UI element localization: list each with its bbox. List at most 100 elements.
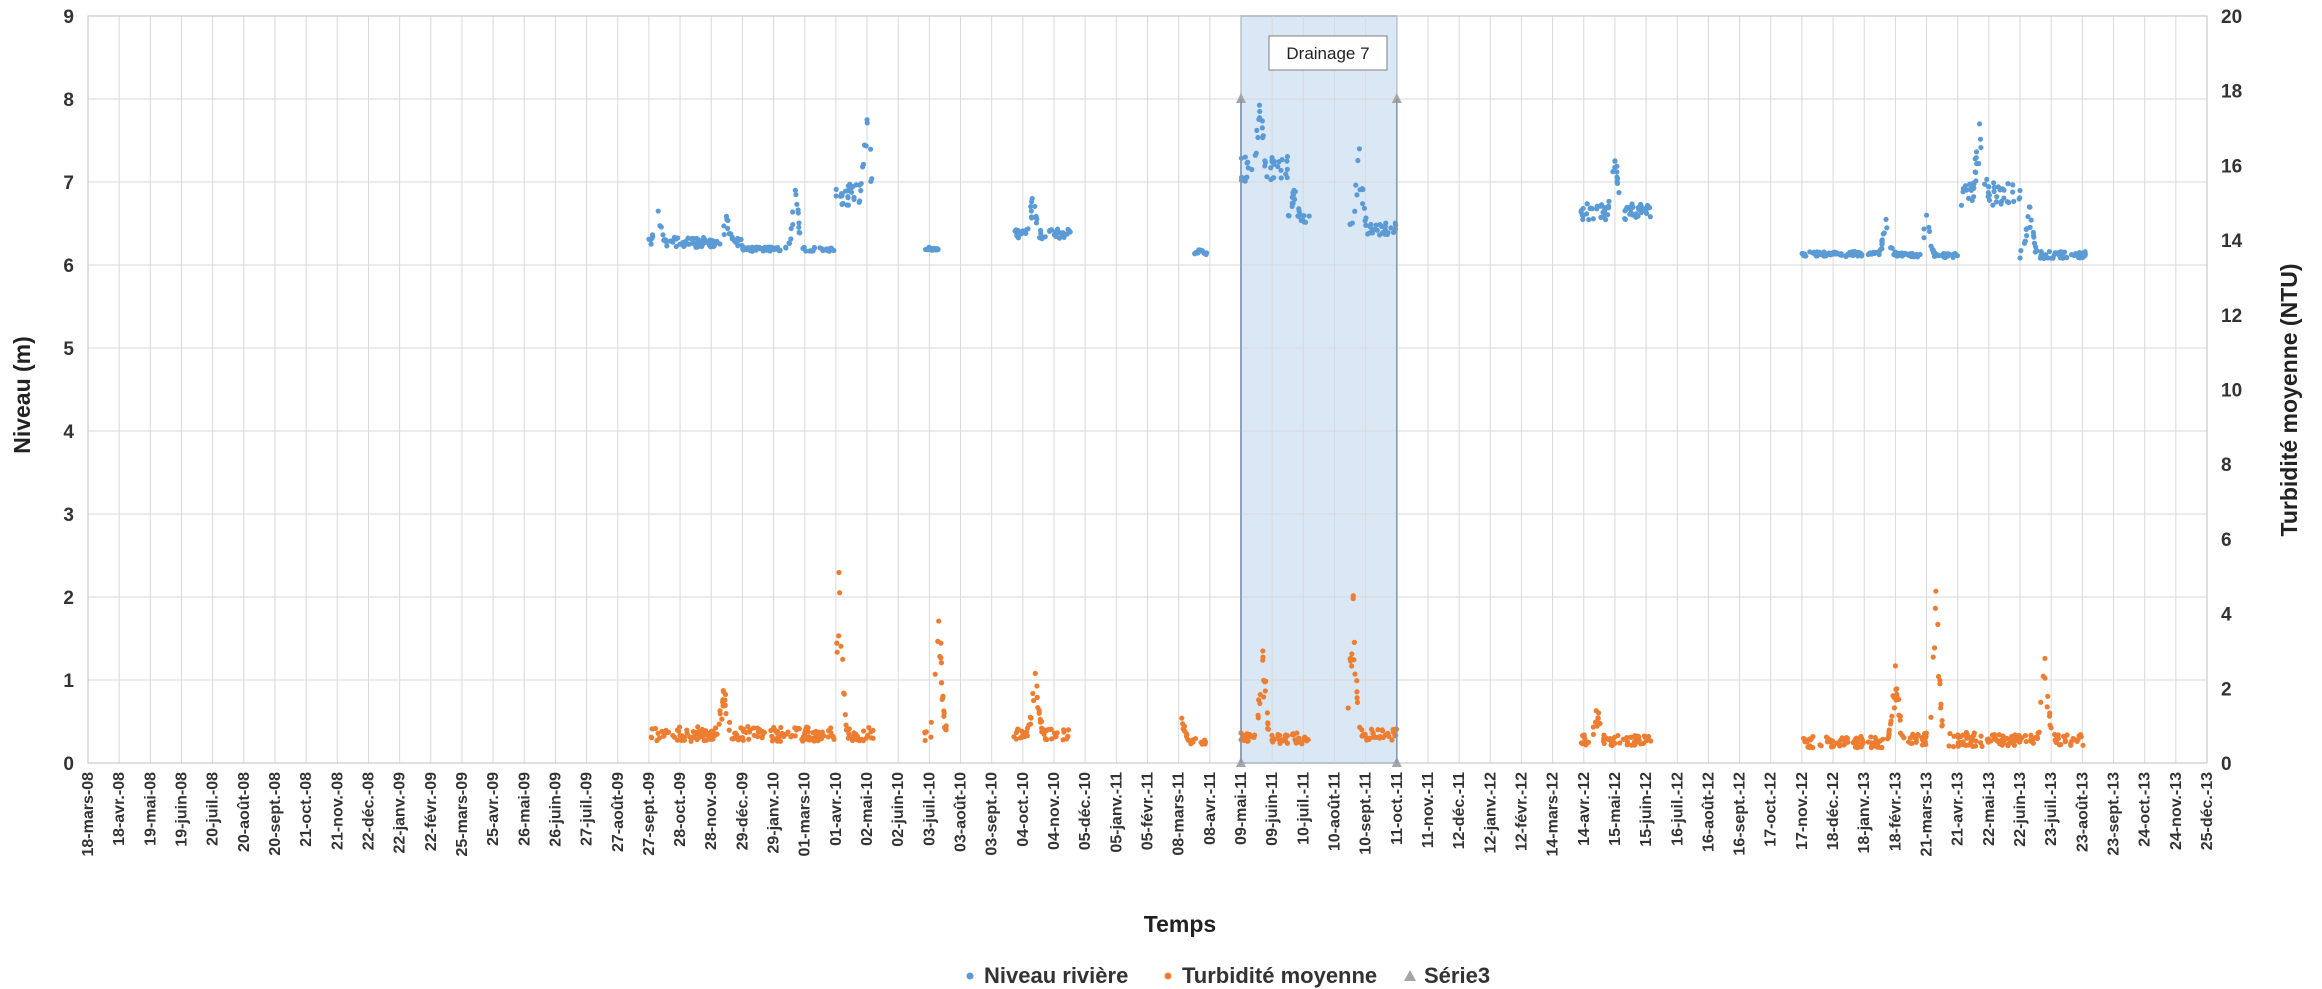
niveau-point (1033, 220, 1040, 226)
x-tick-label: 14-avr.-12 (1576, 772, 1593, 846)
niveau-point (1606, 198, 1612, 204)
niveau-point (1014, 229, 1020, 235)
y-left-tick-label: 9 (63, 7, 74, 28)
niveau-point (1353, 182, 1359, 188)
niveau-point (1064, 231, 1070, 237)
turbidite-point (1604, 736, 1610, 742)
turbidite-point (1823, 734, 1830, 740)
x-tick-label: 20-août-08 (236, 772, 253, 852)
turbidite-point (1180, 726, 1186, 732)
niveau-point (1580, 216, 1586, 223)
niveau-point (1801, 252, 1807, 258)
turbidite-point (1295, 735, 1302, 741)
turbidite-point (2012, 738, 2018, 744)
x-tick-label: 18-déc.-12 (1825, 772, 1842, 850)
x-tick-label: 22-mai-13 (1981, 772, 1998, 846)
turbidite-point (938, 640, 944, 646)
turbidite-point (1854, 736, 1860, 743)
turbidite-point (838, 643, 844, 649)
turbidite-point (777, 738, 784, 744)
turbidite-point (870, 727, 876, 733)
x-tick-label: 18-mars-08 (80, 772, 97, 857)
turbidite-point (696, 734, 702, 741)
turbidite-point (810, 729, 816, 736)
niveau-point (1347, 221, 1353, 228)
niveau-point (2010, 189, 2016, 195)
niveau-point (1986, 197, 1993, 203)
niveau-point (1876, 251, 1882, 258)
x-tick-label: 24-nov.-13 (2168, 772, 2185, 850)
niveau-point (788, 225, 794, 232)
turbidite-point (936, 618, 942, 624)
turbidite-point (1897, 713, 1904, 719)
turbidite-point (1354, 699, 1361, 705)
niveau-point (793, 191, 799, 198)
niveau-point (926, 245, 932, 251)
niveau-point (1828, 251, 1834, 258)
turbidite-point (1923, 741, 1929, 748)
niveau-point (1605, 203, 1612, 209)
niveau-point (1965, 195, 1972, 201)
x-tick-label: 16-sept.-12 (1732, 772, 1749, 856)
niveau-point (1629, 201, 1635, 207)
legend-marker-turbidite (1164, 972, 1172, 980)
niveau-point (2077, 255, 2083, 261)
niveau-point (1284, 154, 1291, 160)
turbidite-point (1879, 744, 1885, 751)
x-tick-label: 23-sept.-13 (2106, 772, 2123, 856)
niveau-point (2032, 249, 2038, 255)
niveau-point (1284, 166, 1290, 172)
niveau-point (1584, 201, 1590, 207)
turbidite-point (1643, 734, 1650, 740)
turbidite-point (776, 734, 782, 740)
turbidite-point (1034, 683, 1040, 689)
turbidite-point (751, 732, 757, 738)
turbidite-point (938, 655, 944, 661)
niveau-point (2023, 226, 2029, 232)
turbidite-point (768, 727, 774, 734)
turbidite-point (1913, 739, 1919, 745)
niveau-point (1879, 237, 1885, 243)
niveau-point (786, 240, 792, 246)
turbidite-point (688, 738, 694, 744)
turbidite-point (799, 736, 805, 742)
turbidite-point (1037, 716, 1043, 722)
x-tick-label: 12-janv.-12 (1482, 772, 1499, 854)
niveau-point (1977, 136, 1984, 142)
niveau-point (2039, 251, 2046, 258)
turbidite-point (831, 736, 837, 742)
niveau-point (788, 236, 794, 242)
niveau-point (1967, 181, 1973, 187)
niveau-point (648, 241, 654, 247)
turbidite-point (1345, 705, 1351, 711)
niveau-point (1610, 169, 1616, 175)
niveau-point (1054, 226, 1061, 232)
niveau-point (1242, 178, 1248, 184)
x-tick-label: 11-nov.-11 (1420, 772, 1437, 848)
niveau-point (833, 193, 839, 199)
turbidite-point (1997, 741, 2003, 747)
turbidite-point (674, 737, 681, 743)
niveau-point (1254, 127, 1260, 133)
niveau-point (1038, 230, 1044, 236)
turbidite-point (1923, 730, 1930, 736)
turbidite-point (1011, 734, 1017, 740)
turbidite-point (840, 656, 846, 662)
niveau-point (738, 237, 744, 243)
turbidite-point (1376, 735, 1383, 741)
turbidite-point (816, 731, 822, 737)
niveau-point (2017, 255, 2023, 261)
niveau-point (796, 220, 802, 226)
niveau-point (1855, 251, 1861, 258)
niveau-point (681, 243, 688, 249)
turbidite-point (1347, 658, 1354, 664)
niveau-point (1033, 214, 1039, 221)
niveau-point (1388, 225, 1394, 231)
niveau-point (1879, 241, 1885, 248)
x-tick-label: 02-mai-10 (859, 772, 876, 846)
turbidite-point (1290, 731, 1296, 737)
turbidite-point (1582, 735, 1588, 742)
turbidite-point (1179, 721, 1186, 727)
niveau-point (823, 246, 829, 252)
turbidite-point (811, 738, 817, 744)
